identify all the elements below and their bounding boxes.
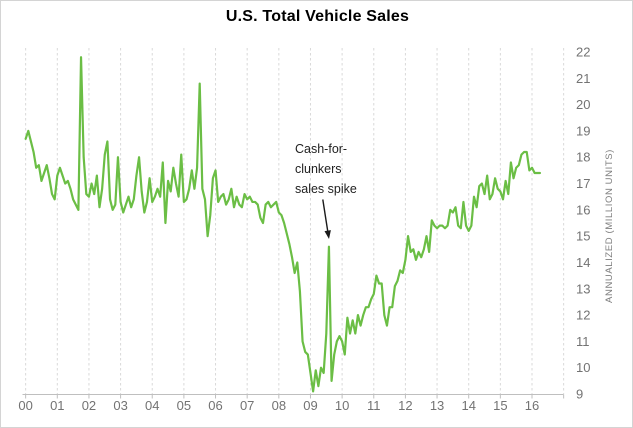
x-tick-label: 05 [177,398,191,413]
y-tick-label: 13 [576,281,590,296]
y-axis-title: ANNUALIZED (MILLION UNITS) [604,149,615,303]
y-tick-label: 19 [576,123,590,138]
y-tick-label: 22 [576,45,590,60]
y-tick-labels: 9 10 11 12 13 14 15 16 17 18 19 20 21 22 [576,45,590,402]
sales-line [24,56,542,393]
x-tick-label: 08 [272,398,286,413]
x-tick-label: 15 [493,398,507,413]
sales-line-series [24,56,542,393]
y-tick-label: 12 [576,308,590,323]
x-tick-label: 01 [50,398,64,413]
chart-title: U.S. Total Vehicle Sales [225,8,410,25]
y-tick-label: 10 [576,360,590,375]
x-tick-label: 12 [398,398,412,413]
annotation-label: Cash-for- clunkers sales spike [295,142,357,196]
y-tick-label: 20 [576,97,590,112]
gridlines [25,48,565,394]
y-tick-label: 11 [576,334,590,349]
y-tick-label: 14 [576,255,590,270]
x-tick-label: 02 [82,398,96,413]
x-tick-label: 14 [461,398,475,413]
y-tick-label: 16 [576,202,590,217]
x-tick-label: 03 [113,398,127,413]
x-tick-label: 16 [525,398,539,413]
y-tick-label: 18 [576,150,590,165]
y-tick-label: 17 [576,176,590,191]
y-tick-label: 9 [576,387,583,402]
x-tick-label: 13 [430,398,444,413]
y-tick-label: 21 [576,71,590,86]
x-tick-label: 09 [303,398,317,413]
x-tick-label: 07 [240,398,254,413]
x-axis [22,394,565,399]
x-tick-labels: 00 01 02 03 04 05 06 07 08 09 10 11 12 13 14 15 16 [18,398,539,413]
x-tick-label: 04 [145,398,159,413]
y-tick-label: 15 [576,229,590,244]
x-tick-label: 00 [18,398,32,413]
x-tick-label: 06 [208,398,222,413]
x-tick-label: 10 [335,398,349,413]
annotation-arrow [322,199,331,239]
x-tick-label: 11 [367,398,381,413]
